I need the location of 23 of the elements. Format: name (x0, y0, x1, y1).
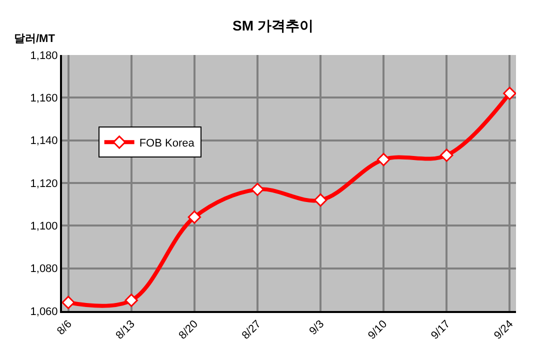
y-tick-label: 1,140 (30, 135, 58, 148)
point (376, 152, 390, 166)
point (314, 193, 328, 207)
x-tick-label: 8/6 (55, 318, 74, 338)
point (124, 294, 138, 307)
y-tick-label: 1,060 (30, 306, 58, 318)
y-axis-title: 달러/MT (14, 33, 56, 45)
x-tick-label: 9/10 (366, 318, 390, 342)
y-tick-label: 1,080 (30, 263, 58, 276)
y-tick-label: 1,180 (30, 50, 58, 62)
point (250, 182, 264, 196)
y-tick-label: 1,120 (30, 178, 58, 190)
point (62, 296, 75, 310)
y-tick-label: 1,160 (30, 92, 58, 105)
chart-title: SM 가격추이 (232, 17, 314, 34)
x-tick-label: 8/13 (114, 318, 138, 342)
x-tick-label: 8/20 (176, 318, 200, 342)
point (188, 210, 202, 224)
y-tick-label: 1,100 (30, 220, 58, 233)
legend-label: FOB Korea (139, 137, 196, 150)
point (440, 148, 454, 162)
point (503, 86, 516, 100)
x-tick-label: 9/3 (307, 318, 327, 338)
